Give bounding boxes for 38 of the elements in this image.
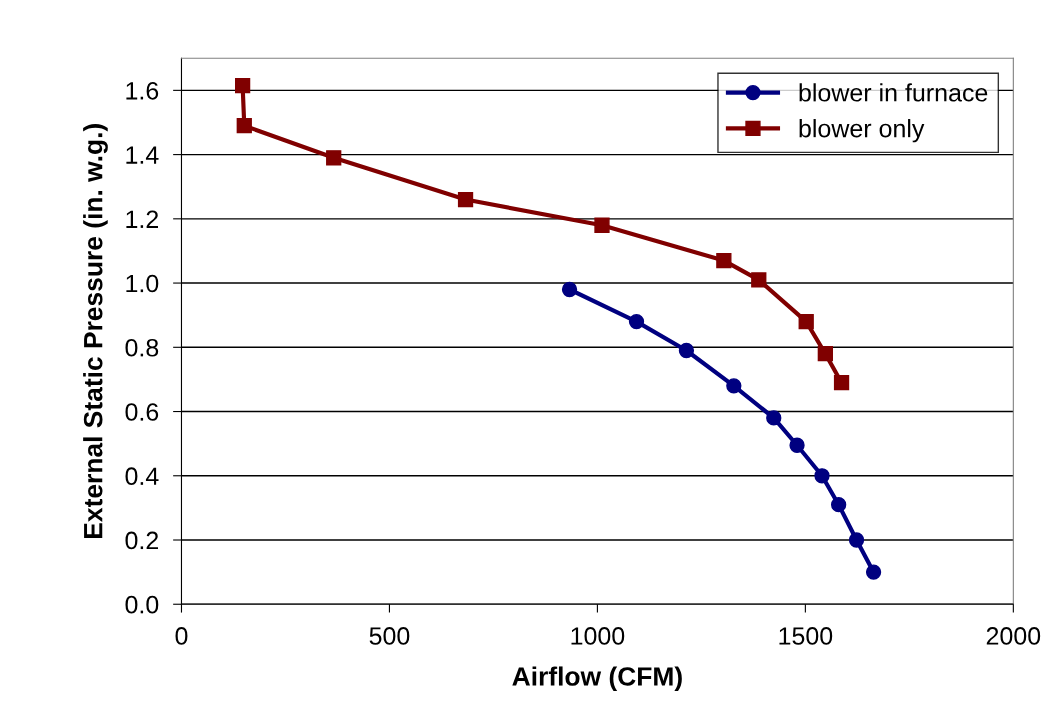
- point: [789, 437, 805, 453]
- point: [848, 532, 865, 548]
- point: [751, 272, 767, 288]
- y-axis-title: External Static Pressure (in. w.g.): [83, 124, 108, 538]
- y-tick-label: 1.0: [126, 274, 159, 293]
- point: [561, 281, 578, 298]
- point: [326, 150, 342, 166]
- y-tick-label: 0.6: [125, 403, 159, 421]
- point: [726, 378, 742, 394]
- point: [236, 118, 252, 134]
- y-tick-label: 1.4: [126, 146, 159, 164]
- point: [457, 191, 474, 208]
- y-tick-label: 1.2: [126, 210, 158, 228]
- x-tick-label: 500: [369, 627, 410, 645]
- legend-label: blower in furnace: [799, 83, 988, 102]
- y-tick-label: 0.2: [125, 531, 158, 550]
- point: [234, 77, 251, 94]
- y-tick-label: 1.6: [126, 81, 159, 100]
- point: [766, 410, 782, 426]
- x-tick-label: 1500: [779, 627, 833, 645]
- x-tick-label: 0: [175, 627, 188, 645]
- point: [831, 497, 847, 513]
- point: [817, 346, 833, 362]
- point: [594, 217, 610, 233]
- y-tick-label: 0.8: [125, 338, 159, 357]
- legend-label: blower only: [799, 119, 925, 143]
- point: [628, 313, 645, 330]
- point: [678, 342, 695, 359]
- point: [865, 564, 882, 580]
- y-tick-label: 0.4: [125, 467, 159, 486]
- x-axis-title: Airflow (CFM): [512, 666, 682, 692]
- x-tick-label: 2000: [986, 627, 1041, 645]
- point: [833, 374, 850, 391]
- y-tick-label: 0.0: [125, 595, 159, 614]
- point: [716, 252, 732, 269]
- point: [814, 468, 830, 484]
- point: [798, 313, 814, 330]
- x-tick-label: 1000: [571, 627, 625, 645]
